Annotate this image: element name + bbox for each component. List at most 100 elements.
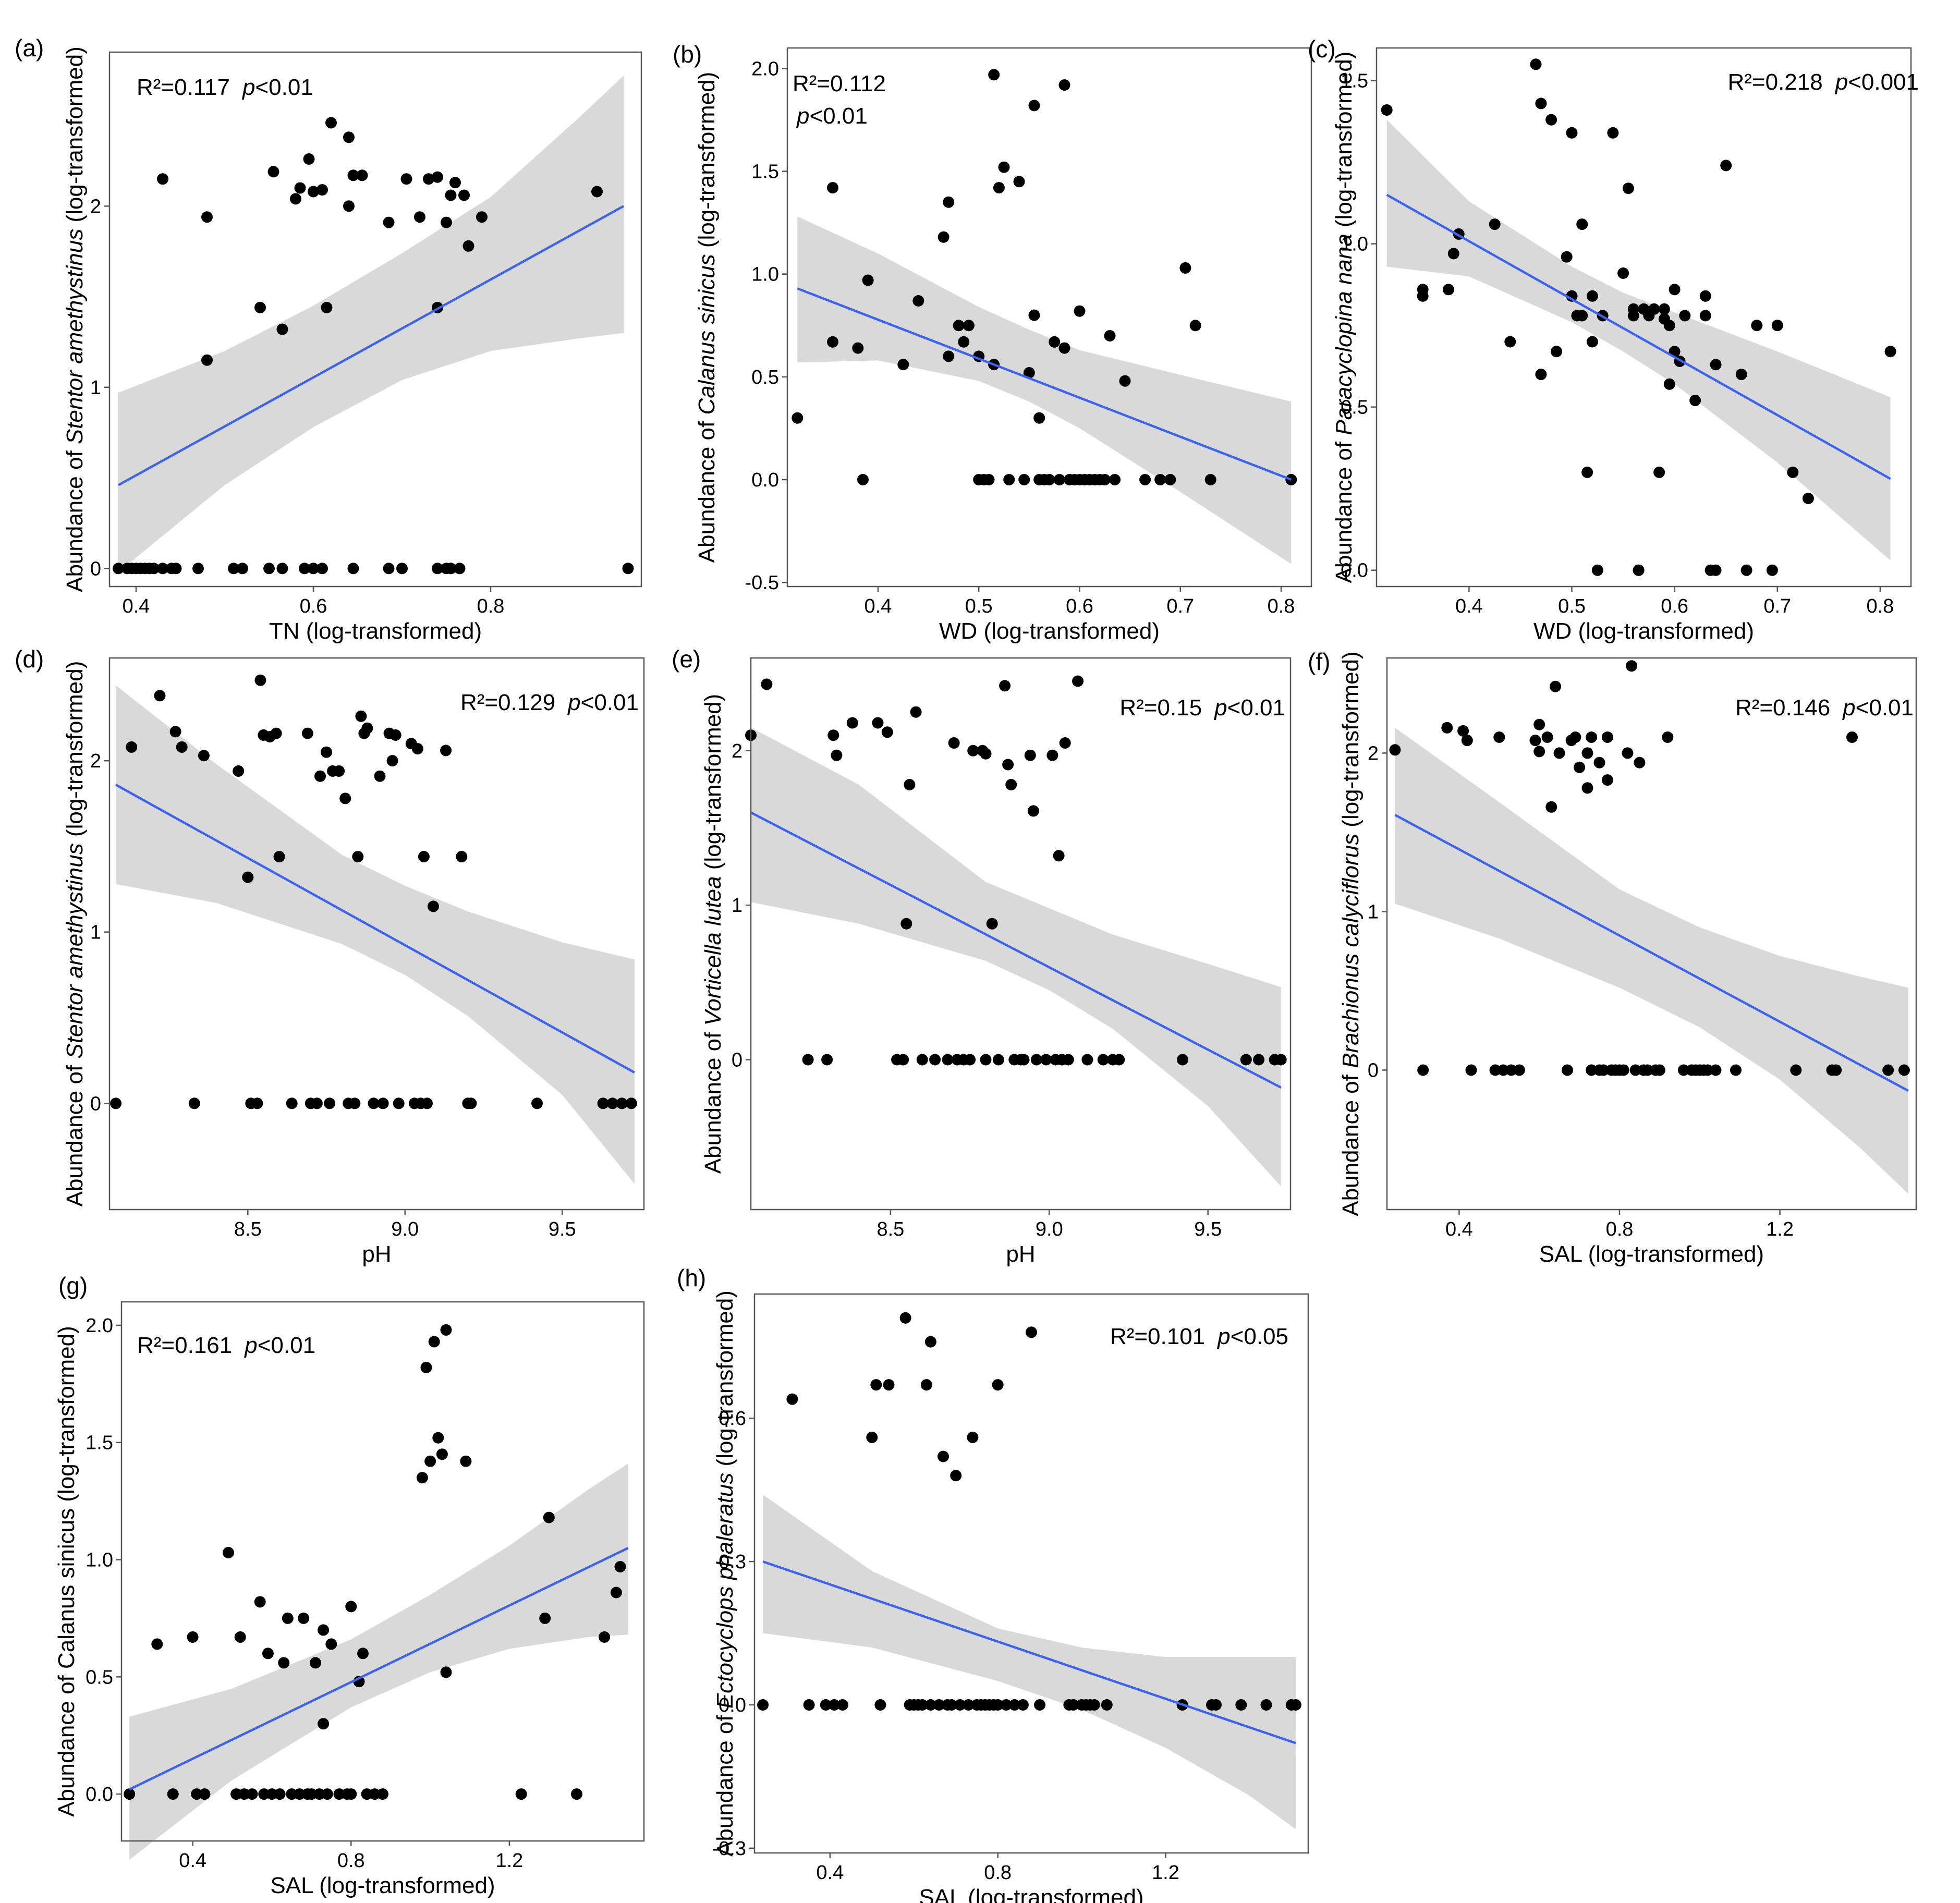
y-tick-label: 1.0 [86, 1550, 113, 1571]
y-axis-label: Abundance of Calanus sinicus (log-transf… [54, 1326, 79, 1817]
data-point [831, 749, 843, 761]
data-point [110, 1097, 122, 1109]
data-point [899, 1312, 911, 1324]
data-point [1109, 474, 1121, 485]
data-point [254, 1596, 266, 1608]
y-tick-label: 0.0 [719, 1694, 746, 1716]
data-point [432, 563, 443, 575]
data-point [1562, 1064, 1573, 1076]
y-tick-label: 2 [90, 196, 101, 217]
data-point [157, 563, 168, 575]
data-point [169, 726, 181, 738]
data-point [1663, 320, 1675, 332]
data-point [625, 1097, 637, 1109]
stat-annotation: R²=0.117 p<0.01 [137, 75, 313, 100]
y-tick-label: 0.0 [86, 1784, 113, 1806]
data-point [1617, 1064, 1629, 1076]
data-point [591, 186, 603, 198]
data-point [113, 563, 124, 575]
data-point [953, 320, 965, 332]
data-point [462, 240, 474, 252]
data-point [167, 1788, 179, 1800]
data-point [946, 1699, 958, 1711]
data-point [986, 918, 998, 930]
data-point [988, 69, 1000, 81]
data-point [897, 1054, 909, 1066]
plot-frame [753, 1293, 1309, 1854]
data-point [377, 1788, 388, 1800]
data-point [352, 851, 364, 863]
data-point [1710, 1064, 1722, 1076]
panel-a: (a) 0.4 0.6 0.8 0 1 2 TN (log-transformed) Abund… [15, 34, 642, 644]
y-tick-label: 0.5 [751, 367, 779, 388]
data-point [950, 1470, 962, 1482]
data-point [124, 1788, 136, 1800]
data-point [837, 1699, 848, 1711]
data-point [233, 765, 245, 777]
x-tick-label: 0.4 [123, 595, 150, 617]
x-tick-label: 0.8 [477, 595, 505, 617]
data-point [1545, 801, 1557, 813]
y-axis-label: Abundance of Paracyclopina nana (log-tra… [1331, 52, 1357, 583]
data-point [361, 722, 373, 734]
x-tick-label: 9.5 [549, 1218, 576, 1240]
x-tick-label: 0.6 [300, 595, 327, 617]
data-point [465, 1097, 477, 1109]
data-point [1289, 1699, 1301, 1711]
data-point [396, 563, 408, 575]
data-point [383, 563, 395, 575]
data-point [1139, 474, 1151, 485]
data-point [428, 900, 439, 912]
data-point [1626, 660, 1638, 672]
data-point [333, 1788, 345, 1800]
y-tick-label: 1.5 [1341, 70, 1368, 92]
data-point [355, 710, 367, 722]
data-point [883, 1379, 895, 1391]
data-point [610, 1587, 622, 1599]
data-point [1699, 290, 1711, 302]
data-point [1551, 346, 1562, 358]
data-point [916, 1699, 928, 1711]
data-point [151, 1638, 163, 1650]
data-point [622, 563, 634, 575]
data-point [803, 1699, 815, 1711]
data-point [282, 1612, 294, 1624]
data-point [1648, 303, 1660, 315]
data-point [416, 1472, 428, 1484]
data-point [614, 1561, 626, 1572]
x-tick-label: 0.4 [1455, 595, 1483, 617]
data-point [1720, 160, 1732, 172]
y-tick-label: 1.5 [86, 1432, 113, 1454]
data-point [920, 1379, 932, 1391]
data-point [1046, 749, 1058, 761]
stat-annotation: R²=0.218 p<0.001 [1727, 69, 1919, 95]
data-point [1154, 474, 1166, 485]
x-tick-label: 0.8 [337, 1850, 365, 1872]
data-point [251, 1097, 263, 1109]
x-axis-label: WD (log-transformed) [939, 618, 1160, 644]
data-point [356, 169, 368, 181]
data-point [1040, 1054, 1052, 1066]
y-tick-label: 1 [732, 895, 742, 917]
panel-h: (h) 0.4 0.8 1.2 -0.3 0.0 0.3 0.6 SAL (log-transf… [677, 1264, 1309, 1903]
x-axis-label: SAL (log-transformed) [919, 1885, 1143, 1903]
x-axis-label: WD (log-transformed) [1533, 618, 1754, 644]
data-point [1634, 757, 1646, 768]
plot-frame [786, 47, 1312, 588]
data-point [938, 1450, 949, 1462]
data-point [827, 182, 838, 194]
stat-annotation: R²=0.112 p<0.01 [793, 71, 886, 129]
data-point [980, 1054, 992, 1066]
plot-frame [1386, 657, 1917, 1211]
data-point [1005, 779, 1017, 790]
data-point [866, 1431, 878, 1443]
y-tick-label: -0.5 [745, 572, 779, 594]
stat-annotation: R²=0.101 p<0.05 [1110, 1324, 1288, 1349]
data-point [333, 765, 345, 777]
data-point [904, 779, 916, 790]
data-point [383, 216, 395, 228]
data-point [1766, 564, 1778, 576]
x-tick-label: 0.6 [1661, 595, 1688, 617]
data-point [1710, 564, 1722, 576]
data-point [1574, 761, 1586, 773]
